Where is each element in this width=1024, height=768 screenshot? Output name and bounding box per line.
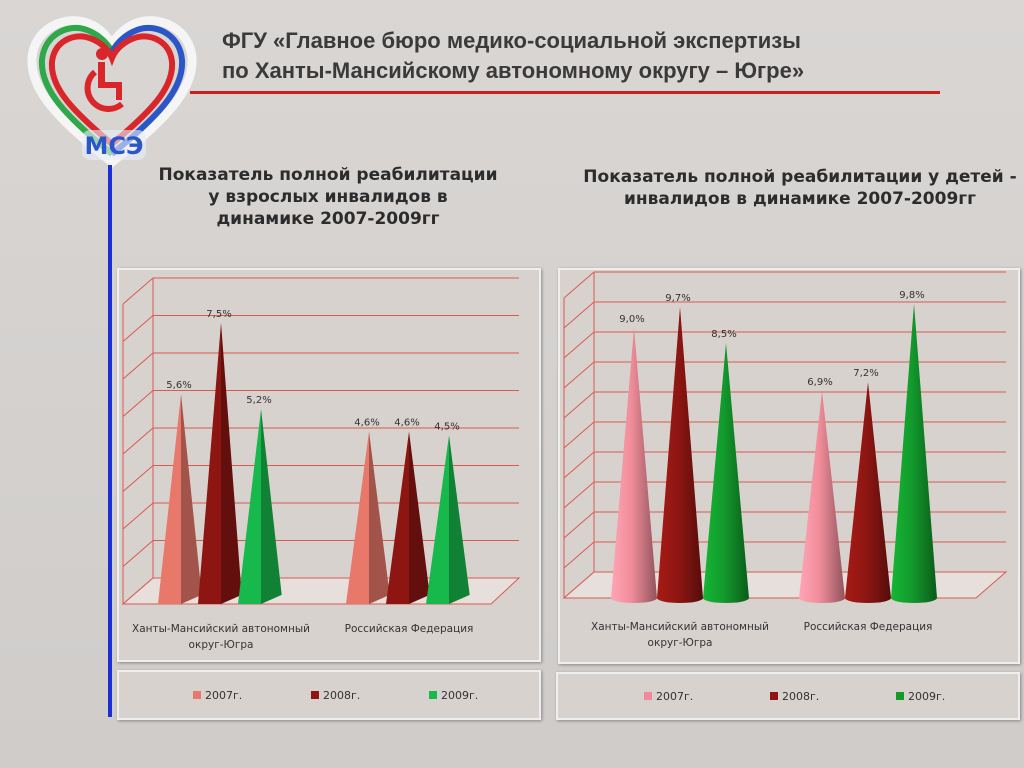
legend-swatch bbox=[311, 691, 319, 699]
gridline bbox=[563, 391, 595, 419]
category-label: Российская Федерация bbox=[345, 623, 474, 635]
header-divider bbox=[190, 91, 940, 94]
chart-adults: 5,6% 7,5% 5,2% Ханты-Мансийский автономный о… bbox=[121, 277, 521, 651]
gridline bbox=[122, 427, 154, 455]
legend-label: 2008г. bbox=[323, 689, 360, 702]
bar-cone bbox=[891, 304, 937, 604]
legend-label: 2007г. bbox=[656, 690, 693, 703]
data-label: 5,2% bbox=[246, 395, 271, 406]
legend-label: 2009г. bbox=[441, 689, 478, 702]
gridline bbox=[122, 352, 154, 380]
gridline bbox=[122, 390, 154, 417]
data-label: 6,9% bbox=[807, 377, 832, 388]
gridline bbox=[122, 502, 154, 530]
gridline bbox=[563, 301, 595, 329]
gridline bbox=[122, 465, 154, 492]
bar-pyramid-face bbox=[158, 394, 181, 604]
left-divider bbox=[108, 165, 112, 717]
legend-swatch bbox=[193, 691, 201, 699]
bar-pyramid-side bbox=[449, 435, 470, 604]
data-label: 7,2% bbox=[853, 368, 878, 379]
chart-title-children-line: Показатель полной реабилитации у детей - bbox=[583, 167, 1017, 187]
legend-panel-adults: 2007г. 2008г. 2009г. bbox=[117, 670, 541, 720]
bar-pyramid-face bbox=[426, 435, 449, 604]
wheelchair-icon bbox=[84, 48, 124, 112]
chart-title-adults: Показатель полной реабилитации у взрослы… bbox=[128, 164, 528, 230]
logo-text: МСЭ bbox=[84, 132, 143, 160]
gridline bbox=[563, 541, 595, 569]
legend-swatch bbox=[644, 692, 652, 700]
legend-label: 2009г. bbox=[908, 690, 945, 703]
category-label: Ханты-Мансийский автономный bbox=[132, 623, 310, 635]
data-label: 9,7% bbox=[665, 293, 690, 304]
bar-pyramid-side bbox=[221, 322, 242, 604]
category-label: Российская Федерация bbox=[804, 621, 933, 633]
gridline bbox=[122, 315, 154, 342]
bar-pyramid-face bbox=[346, 431, 369, 604]
legend-swatch bbox=[429, 691, 437, 699]
bar-cone bbox=[703, 343, 749, 604]
gridline bbox=[563, 511, 595, 539]
data-label: 7,5% bbox=[206, 309, 231, 320]
data-label: 5,6% bbox=[166, 380, 191, 391]
bar-pyramid-side bbox=[369, 431, 390, 604]
bar-cone bbox=[799, 391, 845, 604]
legend-swatch bbox=[770, 692, 778, 700]
bar-pyramid-side bbox=[409, 431, 430, 604]
bar-pyramid-side bbox=[261, 409, 282, 604]
gridline bbox=[563, 271, 595, 299]
chart-panel-children: 9,0% 9,7% 8,5% Ханты-Мансийский автономный о… bbox=[558, 268, 1020, 664]
chart-title-children-line: инвалидов в динамике 2007-2009гг bbox=[623, 189, 977, 209]
gridline bbox=[122, 540, 154, 567]
bar-cone bbox=[611, 328, 657, 604]
chart-panel-adults: 5,6% 7,5% 5,2% Ханты-Мансийский автономный о… bbox=[117, 268, 541, 662]
page-title: ФГУ «Главное бюро медико-социальной эксп… bbox=[222, 26, 942, 86]
data-label: 9,0% bbox=[619, 314, 644, 325]
gridline bbox=[563, 421, 595, 449]
page-title-line1: ФГУ «Главное бюро медико-социальной эксп… bbox=[222, 28, 801, 53]
legend-children: 2007г. 2008г. 2009г. bbox=[644, 690, 945, 703]
data-label: 4,6% bbox=[354, 418, 379, 429]
data-label: 4,5% bbox=[434, 421, 459, 432]
category-label: округ-Югра bbox=[189, 639, 254, 651]
bar-cone bbox=[845, 382, 891, 604]
gridline bbox=[563, 361, 595, 389]
bar-pyramid-face bbox=[198, 322, 221, 604]
gridline bbox=[563, 451, 595, 479]
legend-swatch bbox=[896, 692, 904, 700]
category-label: округ-Югра bbox=[648, 637, 713, 649]
data-label: 4,6% bbox=[394, 418, 419, 429]
gridline bbox=[563, 331, 595, 359]
chart-children: 9,0% 9,7% 8,5% Ханты-Мансийский автономный о… bbox=[562, 271, 1008, 649]
legend-label: 2008г. bbox=[782, 690, 819, 703]
chart-title-adults-line: у взрослых инвалидов в bbox=[208, 187, 448, 207]
chart-title-adults-line: динамике 2007-2009гг bbox=[216, 209, 440, 229]
bar-cone bbox=[657, 307, 703, 604]
bar-pyramid-face bbox=[238, 409, 261, 604]
legend-adults: 2007г. 2008г. 2009г. bbox=[193, 689, 478, 702]
legend-label: 2007г. bbox=[205, 689, 242, 702]
data-label: 8,5% bbox=[711, 329, 736, 340]
page-title-line2: по Ханты-Мансийскому автономному округу … bbox=[222, 58, 805, 83]
chart-title-adults-line: Показатель полной реабилитации bbox=[158, 165, 498, 185]
chart-title-children: Показатель полной реабилитации у детей -… bbox=[570, 166, 1024, 210]
category-label: Ханты-Мансийский автономный bbox=[591, 621, 769, 633]
bar-pyramid-side bbox=[181, 394, 202, 604]
gridline bbox=[563, 481, 595, 509]
bar-pyramid-face bbox=[386, 431, 409, 604]
gridline bbox=[122, 277, 154, 305]
mse-logo: МСЭ bbox=[27, 16, 197, 168]
data-label: 9,8% bbox=[899, 290, 924, 301]
legend-panel-children: 2007г. 2008г. 2009г. bbox=[556, 672, 1020, 720]
